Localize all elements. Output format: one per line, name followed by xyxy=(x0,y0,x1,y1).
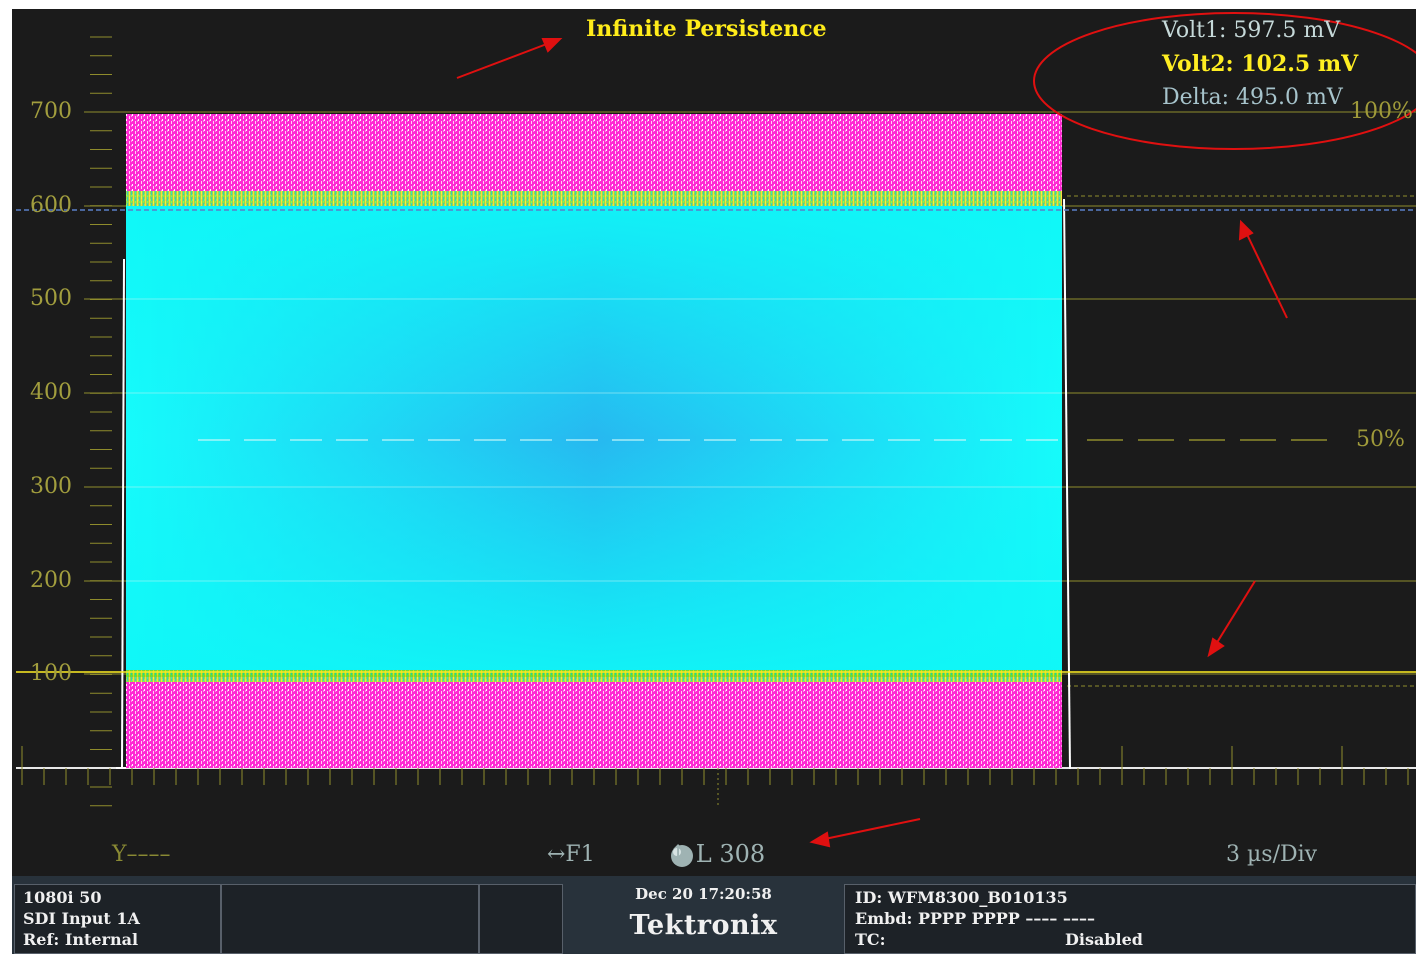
device-info-panel: ID: WFM8300_B010135 Embd: PPPP PPPP ––––… xyxy=(844,884,1416,954)
signal-info-panel: 1080i 50 SDI Input 1A Ref: Internal xyxy=(14,884,221,954)
scale-label-400: 400 xyxy=(30,380,72,405)
up-down-arrow-icon: ↕ xyxy=(668,840,689,868)
brand-logo: Tektronix xyxy=(629,910,778,941)
delta-readout: Delta: 495.0 mV xyxy=(1162,85,1343,110)
scale-label-200: 200 xyxy=(30,568,72,593)
timecode-value: Disabled xyxy=(1065,930,1143,949)
percent-label-100: 100% xyxy=(1350,99,1413,124)
brand-panel: Dec 20 17:20:58 Tektronix xyxy=(563,876,844,954)
line-select-indicator[interactable]: ↕ L 308 xyxy=(668,840,765,868)
waveform-graticule xyxy=(16,12,1416,867)
status-panel-empty-2 xyxy=(479,884,563,954)
annotation-arrows xyxy=(456,38,1288,848)
cursor-readout-highlight xyxy=(1033,12,1416,150)
status-panel-empty-1 xyxy=(221,884,479,954)
percent-label-50: 50% xyxy=(1356,427,1405,452)
scale-label-300: 300 xyxy=(30,474,72,499)
volt2-readout: Volt2: 102.5 mV xyxy=(1162,51,1359,77)
persistence-mode-title: Infinite Persistence xyxy=(586,16,827,42)
scale-label-600: 600 xyxy=(30,193,72,218)
scale-label-500: 500 xyxy=(30,286,72,311)
device-id: ID: WFM8300_B010135 xyxy=(855,888,1068,907)
knob-icon xyxy=(671,845,693,867)
waveform-display: Infinite Persistence Volt1: 597.5 mV Vol… xyxy=(12,9,1416,876)
date-time: Dec 20 17:20:58 xyxy=(635,885,772,903)
embedded-audio: Embd: PPPP PPPP –––– –––– xyxy=(855,909,1095,928)
status-bar: 1080i 50 SDI Input 1A Ref: Internal Dec … xyxy=(12,876,1416,954)
channel-indicator: Y–––– xyxy=(112,842,171,867)
scale-label-700: 700 xyxy=(30,99,72,124)
waveform-trace xyxy=(116,114,1071,770)
video-format: 1080i 50 xyxy=(23,888,102,907)
timecode-label: TC: xyxy=(855,930,886,949)
volt1-readout: Volt1: 597.5 mV xyxy=(1162,18,1341,43)
scale-label-100: 100 xyxy=(30,661,72,686)
time-per-div: 3 µs/Div xyxy=(1226,842,1318,867)
reference-source: Ref: Internal xyxy=(23,930,139,949)
line-number: L 308 xyxy=(695,840,766,868)
field-indicator: ↔F1 xyxy=(547,842,595,867)
input-source: SDI Input 1A xyxy=(23,909,140,928)
